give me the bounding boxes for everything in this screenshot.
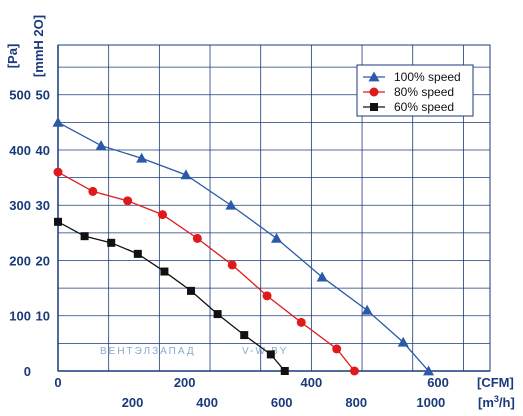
- watermark-site: V-W.BY: [242, 346, 288, 357]
- x-tick-m3h: 400: [196, 395, 218, 410]
- legend-label: 80% speed: [394, 85, 454, 99]
- data-point: [136, 152, 148, 163]
- data-point: [180, 169, 192, 180]
- data-point: [107, 238, 116, 247]
- y-tick-pa: 100: [9, 309, 31, 324]
- y-tick-pa: 0: [24, 364, 31, 379]
- x-unit-m3h-main: [m: [478, 395, 494, 410]
- x-tick-m3h: 600: [271, 395, 293, 410]
- data-point: [158, 210, 168, 220]
- series-80-speed: [53, 167, 359, 376]
- data-point: [133, 249, 142, 258]
- legend-item: 60% speed: [363, 100, 454, 114]
- data-point: [54, 217, 62, 226]
- data-point: [225, 199, 237, 210]
- legend-marker: [370, 103, 378, 111]
- legend-label: 60% speed: [394, 100, 454, 114]
- data-point: [187, 286, 196, 295]
- legend-marker: [368, 71, 380, 82]
- watermark-main: ВЕНТЭЛЗАПАД: [100, 346, 196, 357]
- data-point: [266, 350, 275, 359]
- x-unit-m3h-end: /h]: [499, 395, 515, 410]
- legend-item: 80% speed: [363, 85, 454, 99]
- y-tick-mmh2o: 40: [36, 143, 50, 158]
- series-100-speed: [52, 116, 435, 376]
- series-line: [57, 121, 430, 372]
- x-tick-cfm: 600: [427, 375, 449, 390]
- y-tick-mmh2o: 30: [36, 198, 50, 213]
- data-point: [160, 267, 169, 276]
- data-point: [361, 304, 373, 315]
- y-tick-mmh2o: 50: [36, 88, 50, 103]
- x-tick-m3h: 1000: [416, 395, 445, 410]
- data-point: [123, 196, 133, 206]
- data-point: [88, 186, 98, 196]
- data-point: [296, 317, 306, 327]
- legend-label: 100% speed: [394, 70, 461, 84]
- y-tick-pa: 200: [9, 253, 31, 268]
- data-point: [95, 140, 107, 150]
- data-point: [227, 260, 237, 270]
- x-unit-labels: [CFM] [m3/h]: [477, 375, 515, 410]
- x-tick-cfm: 0: [54, 375, 61, 390]
- data-point: [262, 291, 272, 301]
- legend-item: 100% speed: [363, 70, 461, 84]
- data-point: [80, 232, 89, 241]
- chart-axes: [57, 45, 490, 372]
- data-point: [53, 167, 63, 177]
- x-unit-m3h: [m3/h]: [478, 394, 515, 410]
- x-tick-cfm: 200: [174, 375, 196, 390]
- data-point: [52, 116, 64, 127]
- y-unit-mmh2o: [mmH 2O]: [31, 15, 46, 77]
- y-tick-pa: 500: [9, 88, 31, 103]
- y-tick-pa: 400: [9, 143, 31, 158]
- x-tick-cfm: 400: [301, 375, 323, 390]
- watermark: ВЕНТЭЛЗАПАД V-W.BY: [100, 346, 288, 357]
- data-point: [271, 232, 283, 243]
- y-tick-mmh2o: 20: [36, 253, 50, 268]
- data-point: [192, 233, 202, 243]
- series-line: [57, 171, 355, 372]
- data-point: [280, 367, 289, 375]
- data-point: [332, 344, 342, 354]
- x-tick-m3h: 800: [345, 395, 367, 410]
- data-point: [213, 310, 222, 319]
- x-unit-cfm: [CFM]: [477, 375, 514, 390]
- y-tick-pa: 300: [9, 198, 31, 213]
- data-point: [316, 271, 328, 282]
- data-point: [397, 336, 409, 347]
- data-point: [423, 365, 435, 376]
- x-tick-m3h: 200: [122, 395, 144, 410]
- data-point: [240, 331, 249, 340]
- legend-marker: [369, 87, 379, 97]
- y-tick-mmh2o: 10: [36, 309, 50, 324]
- series-line: [57, 221, 286, 372]
- data-point: [349, 366, 359, 376]
- data-series: [52, 116, 435, 376]
- series-60-speed: [54, 217, 289, 375]
- x-unit-m3h-sup: 3: [494, 394, 499, 404]
- y-unit-labels: [Pa] [mmH 2O]: [5, 15, 46, 77]
- y-unit-pa: [Pa]: [5, 44, 20, 69]
